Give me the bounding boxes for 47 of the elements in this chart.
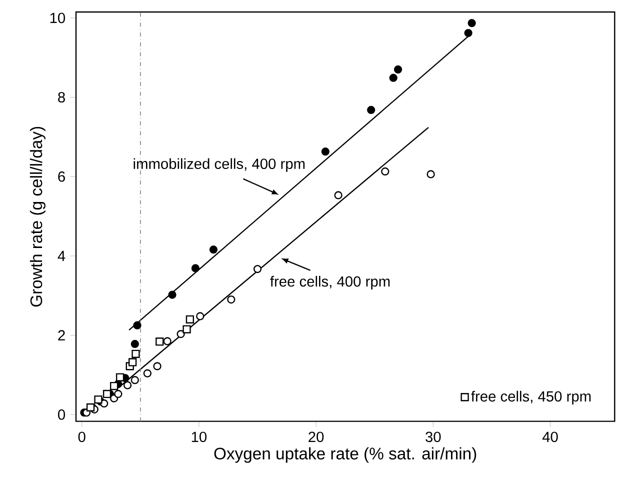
annotation: immobilized cells, 400 rpm (134, 158, 305, 172)
point (227, 295, 236, 304)
point (130, 376, 139, 384)
y-tick-label: 10 (50, 12, 66, 24)
point (464, 28, 472, 38)
point (128, 358, 137, 366)
point (426, 170, 435, 178)
legend-label: free cells, 450 rpm (471, 390, 591, 404)
point (191, 264, 200, 272)
point (209, 246, 218, 254)
y-tick-label: 2 (58, 330, 65, 340)
point (468, 19, 476, 28)
x-tick-label: 0 (78, 432, 86, 442)
point (389, 74, 398, 82)
point (102, 390, 112, 398)
point (186, 315, 194, 324)
y-tick-label: 0 (58, 409, 66, 420)
x-axis-title: Oxygen uptake rate (% sat. air/min) (214, 447, 476, 463)
point (116, 373, 124, 382)
point (110, 382, 118, 390)
point (133, 321, 142, 330)
point (143, 369, 152, 378)
point (130, 340, 139, 348)
point (132, 350, 140, 358)
x-tick-label: 40 (542, 432, 558, 442)
x-tick-label: 20 (308, 432, 324, 442)
point (176, 330, 185, 338)
point (114, 390, 122, 398)
point (182, 325, 191, 334)
point (334, 191, 342, 200)
y-tick-label: 8 (58, 92, 65, 102)
y-axis-title: Growth rate (g cell/l/day) (30, 126, 46, 307)
point (367, 106, 376, 114)
point (196, 312, 204, 320)
point (321, 148, 330, 156)
annotation: free cells, 400 rpm (270, 276, 390, 290)
point (153, 362, 162, 370)
point (253, 264, 262, 274)
y-tick-label: 4 (58, 250, 66, 261)
point (394, 65, 402, 74)
x-tick-label: 10 (192, 432, 207, 442)
point (156, 338, 164, 346)
y-tick-label: 6 (58, 171, 65, 182)
point (381, 167, 390, 176)
point (94, 395, 102, 404)
point (168, 290, 176, 299)
x-tick-label: 30 (426, 432, 441, 442)
